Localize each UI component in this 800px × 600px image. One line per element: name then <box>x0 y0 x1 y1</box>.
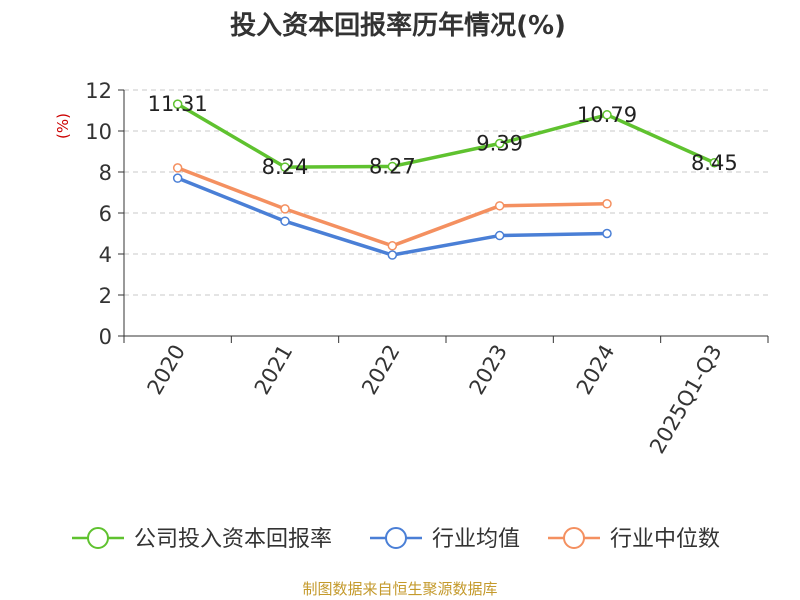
data-point <box>602 228 612 239</box>
legend-label: 行业均值 <box>432 527 520 552</box>
y-tick-label: 6 <box>99 202 112 226</box>
y-tick-label: 8 <box>99 161 112 185</box>
legend-label: 行业中位数 <box>610 527 720 552</box>
x-tick-label: 2024 <box>572 341 620 399</box>
grid-lines <box>124 89 768 296</box>
series-1 <box>172 173 612 260</box>
x-tick-label: 2021 <box>250 341 298 399</box>
chart-title: 投入资本回报率历年情况(%) <box>230 10 566 41</box>
axes: 0 2 4 6 8 10 12 2020 2021 2022 2023 2024 2025Q1-Q3 <box>85 79 769 458</box>
legend-marker <box>87 527 109 549</box>
legend-item: 公司投入资本回报率 <box>72 527 332 552</box>
y-tick-label: 10 <box>85 120 112 144</box>
x-tick-label: 2023 <box>464 341 512 399</box>
data-point <box>602 110 612 120</box>
data-label: 8.27 <box>369 154 416 178</box>
data-label: 9.39 <box>476 132 523 156</box>
data-point <box>494 138 505 149</box>
source-note: 制图数据来自恒生聚源数据库 <box>302 580 497 598</box>
data-label: 10.79 <box>577 103 637 127</box>
y-tick-label: 0 <box>99 325 112 349</box>
data-point <box>602 199 612 209</box>
series-line <box>176 102 716 169</box>
legend-marker <box>563 527 585 549</box>
data-point <box>172 163 183 173</box>
data-label: 11.31 <box>148 92 208 116</box>
data-point <box>280 162 290 172</box>
data-point <box>387 250 398 260</box>
series-layer: 11.31 8.24 8.27 9.39 10.79 8.45 <box>148 92 738 260</box>
legend-item: 行业中位数 <box>548 527 720 552</box>
data-point <box>494 201 505 211</box>
y-axis-label: (%) <box>54 113 72 139</box>
data-point <box>387 161 398 172</box>
series-0: 11.31 8.24 8.27 9.39 10.79 8.45 <box>148 92 738 179</box>
legend-marker <box>385 527 407 549</box>
x-tick-label: 2022 <box>357 341 405 399</box>
legend-item: 行业均值 <box>370 527 520 552</box>
legend: 公司投入资本回报率 行业均值 行业中位数 <box>72 527 720 552</box>
data-point <box>494 230 505 241</box>
y-tick-label: 2 <box>99 284 112 308</box>
data-label: 8.45 <box>691 151 738 175</box>
y-tick-label: 12 <box>85 79 112 103</box>
data-point <box>172 173 183 183</box>
x-tick-label: 2020 <box>142 341 190 399</box>
y-tick-label: 4 <box>99 243 112 267</box>
data-point <box>387 241 398 251</box>
series-2 <box>172 163 612 251</box>
legend-label: 公司投入资本回报率 <box>134 527 332 552</box>
data-point <box>280 216 290 226</box>
x-tick-label: 2025Q1-Q3 <box>645 341 727 458</box>
data-point <box>172 99 183 109</box>
data-label: 8.24 <box>262 155 309 179</box>
data-point <box>709 158 720 168</box>
data-point <box>280 204 290 214</box>
